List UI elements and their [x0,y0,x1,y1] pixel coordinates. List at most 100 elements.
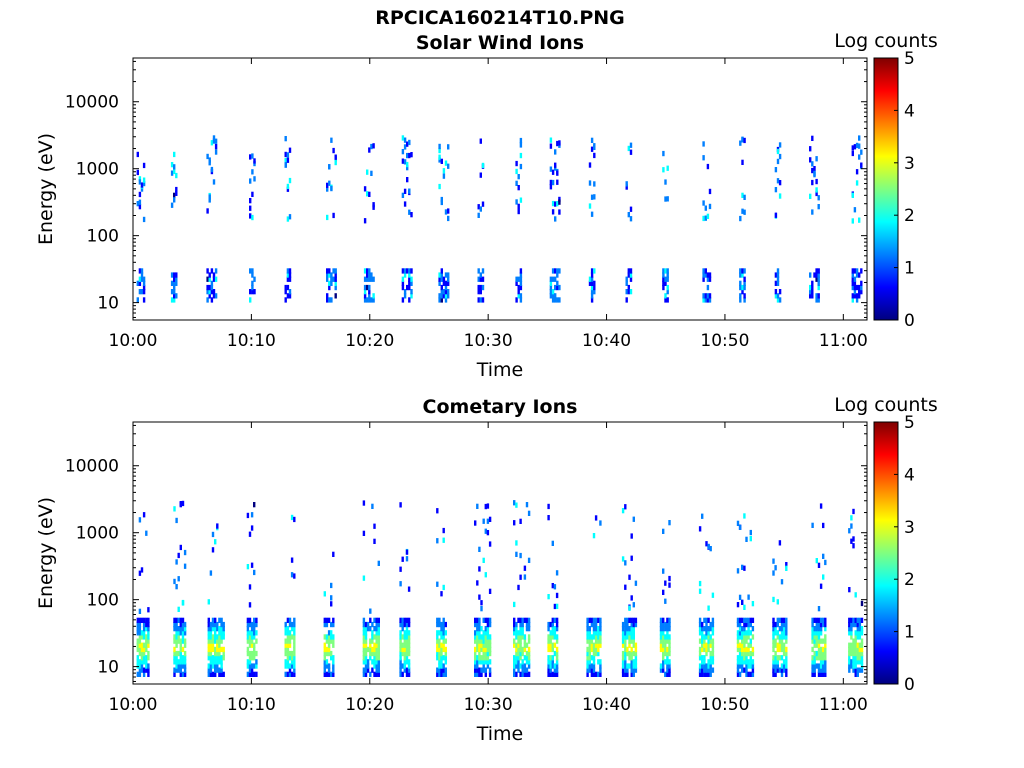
heatmap-cell [362,655,366,661]
y-tick-label: 1000 [76,160,119,180]
heatmap-cell [521,646,524,653]
heatmap-cell [488,646,492,653]
heatmap-cell [399,630,402,636]
heatmap-cell [214,621,217,628]
heatmap-cell [858,667,862,673]
heatmap-cell [630,555,633,561]
heatmap-cell [183,671,187,677]
heatmap-cell [822,553,825,559]
heatmap-cell [447,276,450,282]
heatmap-cell [555,667,559,673]
heatmap-cell [523,642,527,648]
heatmap-cell [334,276,337,282]
heatmap-cell [701,646,704,653]
heatmap-cell [662,659,665,665]
heatmap-cell [851,268,854,274]
heatmap-cell [747,594,750,600]
heatmap-cell [136,151,139,158]
heatmap-cell [145,626,148,632]
heatmap-cell [708,203,712,210]
heatmap-cell [811,161,814,167]
heatmap-cell [860,600,864,607]
heatmap-cell [440,289,443,295]
heatmap-cell [407,663,411,669]
heatmap-cell [662,621,665,628]
heatmap-cell [377,634,380,640]
heatmap-cell [662,667,665,673]
heatmap-cell [813,617,816,623]
heatmap-cell [372,293,375,299]
heatmap-cell [366,297,369,303]
heatmap-cell [701,630,704,636]
heatmap-cell [851,218,854,224]
heatmap-cell [177,650,180,657]
heatmap-cell [515,160,518,167]
heatmap-cell [588,280,592,286]
heatmap-cell [138,634,142,640]
heatmap-cell [142,617,146,623]
heatmap-cell [364,626,368,632]
heatmap-cell [248,621,252,628]
heatmap-cell [368,293,371,299]
heatmap-cell [488,617,492,623]
heatmap-cell [253,621,256,628]
heatmap-cell [741,599,744,605]
heatmap-cell [698,630,702,636]
heatmap-cell [513,638,516,644]
heatmap-cell [517,284,520,291]
heatmap-cell [366,169,369,175]
heatmap-cell [519,297,523,303]
heatmap-cell [440,293,443,299]
heatmap-cell [824,642,827,648]
heatmap-cell [440,650,443,657]
heatmap-cell [145,659,148,665]
y-axis-label-cometary: Energy (eV) [35,497,57,609]
heatmap-cell [707,671,710,677]
heatmap-cell [326,293,329,299]
heatmap-cell [170,202,174,208]
heatmap-cell [183,663,187,669]
heatmap-cell [627,145,630,152]
heatmap-cell [551,663,554,669]
heatmap-cell [525,626,529,632]
heatmap-cell [772,630,775,636]
heatmap-cell [251,272,254,278]
heatmap-cell [438,642,441,648]
heatmap-cell [210,284,214,291]
heatmap-cell [523,671,527,677]
heatmap-cell [253,642,256,648]
heatmap-cell [824,671,827,677]
heatmap-cell [852,638,855,644]
heatmap-cell [177,617,180,623]
heatmap-cell [399,650,402,657]
heatmap-cell [177,659,180,665]
heatmap-cell [175,276,178,282]
panel-cometary: Cometary Ions 10:00 10:10 10:20 10:30 10:40 1… [35,394,938,745]
heatmap-cell [711,617,715,623]
heatmap-cell [853,144,857,150]
heatmap-cell [824,667,827,673]
heatmap-cell [774,663,777,669]
heatmap-cell [246,646,250,653]
heatmap-cell [363,289,367,295]
heatmap-cell [815,638,818,644]
heatmap-cell [211,655,215,661]
heatmap-cell [627,272,630,278]
heatmap-cell [751,663,755,669]
heatmap-cell [662,630,665,636]
heatmap-cell [515,168,518,175]
heatmap-cell [824,659,827,665]
x-tick-label: 10:30 [464,695,513,715]
heatmap-cell [140,646,144,653]
heatmap-cell [214,617,217,623]
heatmap-cell [701,638,704,644]
heatmap-cell [136,626,139,632]
heatmap-cell [594,646,598,653]
heatmap-cell [597,617,600,623]
heatmap-cell [858,659,862,665]
heatmap-cell [207,634,210,640]
heatmap-cell [586,667,589,673]
heatmap-cell [488,634,492,640]
heatmap-cell [286,293,290,299]
heatmap-cell [377,630,380,636]
